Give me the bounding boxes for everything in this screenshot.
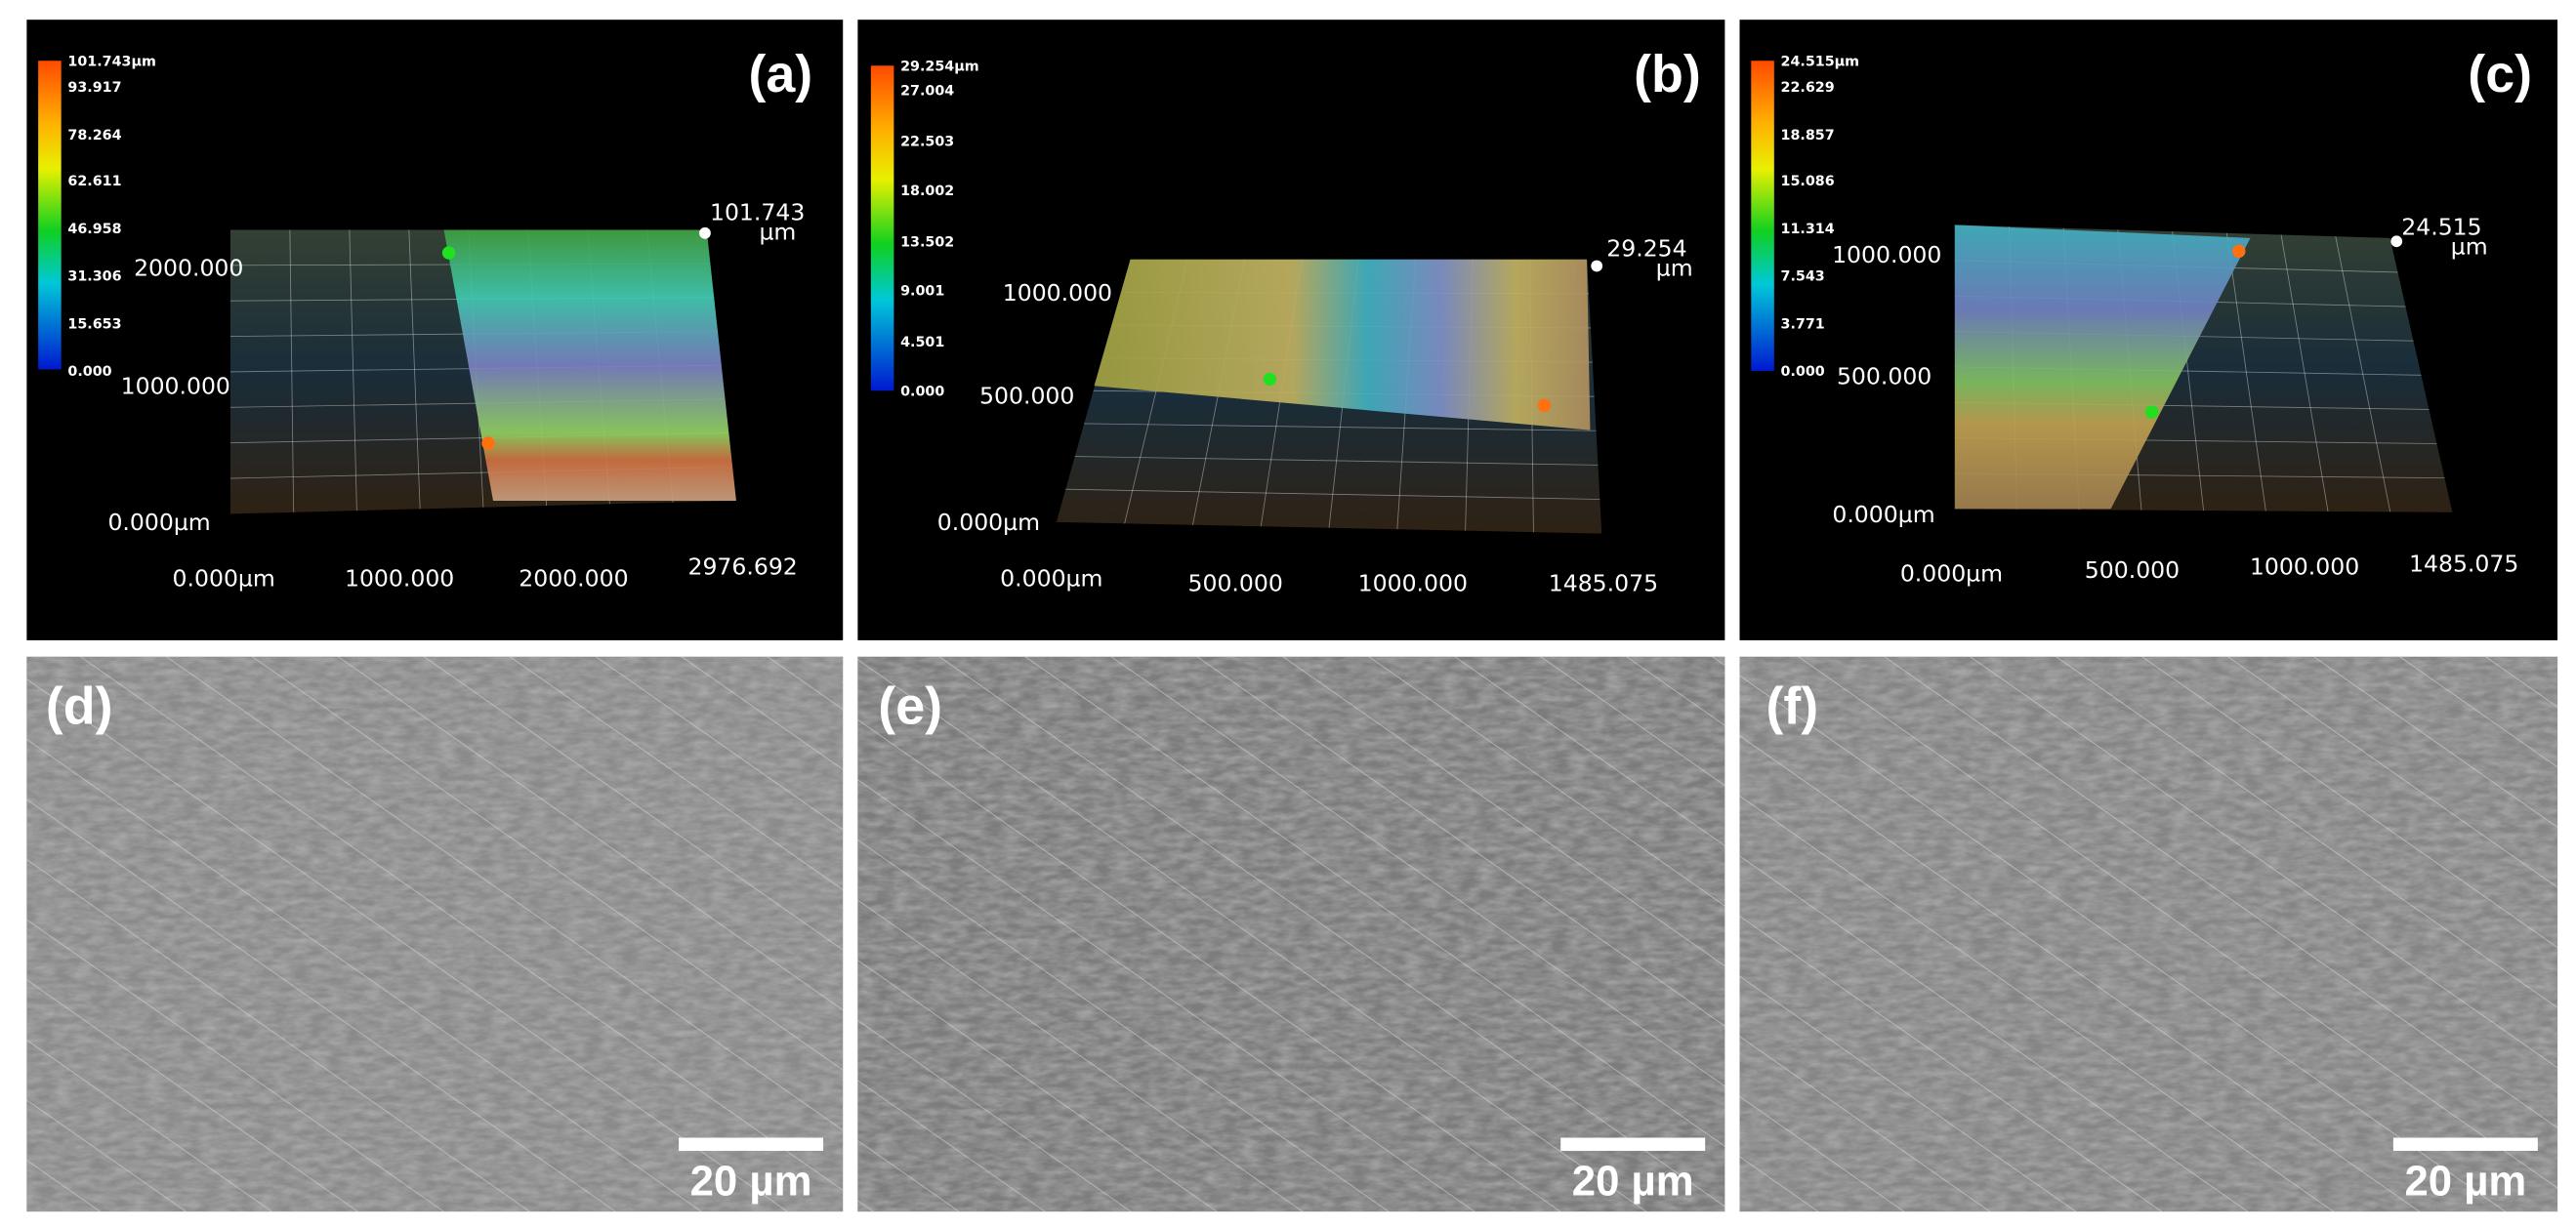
colorbar-label: 27.004 — [900, 84, 954, 100]
colorbar-label: 31.306 — [67, 269, 121, 285]
colorbar-label: 4.501 — [900, 335, 944, 350]
y-axis-label: 1000.000 — [121, 373, 230, 400]
scale-bar-label: 20 µm — [2404, 1157, 2526, 1205]
marker-point — [441, 246, 456, 260]
max-height-label: 29.254 — [1606, 234, 1686, 262]
colorbar-label: 3.771 — [1781, 316, 1825, 332]
surface-profile — [443, 229, 736, 501]
panel-label: (d) — [46, 677, 113, 736]
colorbar-label: 0.000 — [900, 384, 944, 399]
max-height-unit: µm — [1656, 255, 1693, 282]
y-axis-label: 0.000µm — [937, 509, 1040, 536]
x-axis-label: 500.000 — [2085, 556, 2180, 584]
sem-streaks — [26, 656, 844, 1212]
colorbar-label: 22.503 — [900, 135, 954, 150]
panel-label: (f) — [1766, 677, 1818, 736]
sem-streaks — [857, 656, 1725, 1212]
scale-bar — [2392, 1137, 2538, 1151]
panel-label: (e) — [878, 677, 942, 736]
colorbar-label: 62.611 — [67, 174, 121, 189]
surface-profile — [1094, 259, 1591, 430]
y-axis-label: 0.000µm — [107, 509, 210, 536]
x-axis-label: 1485.075 — [2409, 550, 2518, 577]
max-height-label: 24.515 — [2401, 214, 2481, 241]
y-axis-label: 500.000 — [979, 383, 1074, 410]
y-axis-label: 1000.000 — [1832, 241, 1941, 268]
colorbar-label: 11.314 — [1781, 222, 1835, 237]
sem-streaks — [1739, 656, 2558, 1212]
x-axis-label: 0.000µm — [1900, 559, 2003, 587]
colorbar — [1751, 61, 1774, 372]
x-axis-label: 500.000 — [1188, 569, 1283, 596]
panel-label: (b) — [1634, 45, 1701, 103]
scale-bar — [679, 1137, 824, 1151]
colorbar-label: 78.264 — [67, 128, 121, 143]
y-axis-label: 500.000 — [1837, 363, 1932, 390]
marker-point — [2144, 405, 2159, 419]
colorbar-label: 29.254µm — [900, 59, 979, 74]
colorbar-label: 22.629 — [1781, 80, 1835, 96]
colorbar-label: 18.857 — [1781, 128, 1835, 143]
marker-point — [481, 436, 495, 450]
x-axis-label: 2976.692 — [687, 553, 797, 581]
marker-point — [2232, 244, 2246, 259]
scale-bar — [1560, 1137, 1706, 1151]
surface-grid — [408, 229, 421, 510]
x-axis-label: 0.000µm — [173, 564, 275, 592]
surface-profile — [1954, 225, 2251, 510]
colorbar-label: 18.002 — [900, 184, 954, 199]
colorbar-label: 9.001 — [900, 284, 944, 300]
surface-grid — [2335, 236, 2391, 512]
max-marker — [699, 226, 711, 239]
x-axis-label: 0.000µm — [1000, 564, 1102, 592]
colorbar-label: 93.917 — [67, 80, 121, 96]
surface-grid — [289, 229, 295, 512]
colorbar — [38, 61, 62, 370]
colorbar-label: 24.515µm — [1781, 54, 1860, 69]
scale-bar-label: 20 µm — [1572, 1157, 1694, 1205]
colorbar — [870, 65, 894, 391]
colorbar-label: 15.086 — [1781, 174, 1835, 189]
surface-grid — [1084, 423, 1597, 431]
surface-grid — [1065, 488, 1600, 500]
y-axis-label: 2000.000 — [134, 255, 243, 282]
colorbar-label: 0.000 — [1781, 364, 1825, 380]
colorbar-label: 7.543 — [1781, 269, 1825, 285]
panel-label: (c) — [2468, 45, 2532, 103]
marker-point — [1263, 372, 1277, 387]
max-height-unit: µm — [759, 219, 796, 246]
x-axis-label: 1000.000 — [345, 564, 454, 592]
x-axis-label: 1000.000 — [1358, 569, 1468, 596]
y-axis-label: 0.000µm — [1832, 501, 1934, 528]
colorbar-label: 15.653 — [67, 316, 121, 332]
colorbar-label: 13.502 — [900, 234, 954, 250]
x-axis-label: 1000.000 — [2250, 553, 2359, 581]
colorbar-label: 101.743µm — [67, 54, 155, 69]
surface-grid — [2225, 232, 2266, 512]
surface-grid — [349, 229, 357, 512]
panel-label: (a) — [748, 45, 812, 103]
marker-point — [1537, 398, 1552, 413]
max-height-label: 101.743 — [710, 198, 805, 225]
surface-grid — [1074, 456, 1599, 466]
max-marker — [2390, 235, 2403, 248]
colorbar-label: 0.000 — [67, 364, 111, 380]
x-axis-label: 2000.000 — [519, 564, 628, 592]
y-axis-label: 1000.000 — [1003, 279, 1112, 307]
max-marker — [1591, 260, 1603, 272]
scale-bar-label: 20 µm — [690, 1157, 812, 1205]
x-axis-label: 1485.075 — [1549, 569, 1658, 596]
colorbar-label: 46.958 — [67, 222, 121, 237]
surface-grid — [2280, 234, 2329, 512]
max-height-unit: µm — [2451, 233, 2488, 261]
